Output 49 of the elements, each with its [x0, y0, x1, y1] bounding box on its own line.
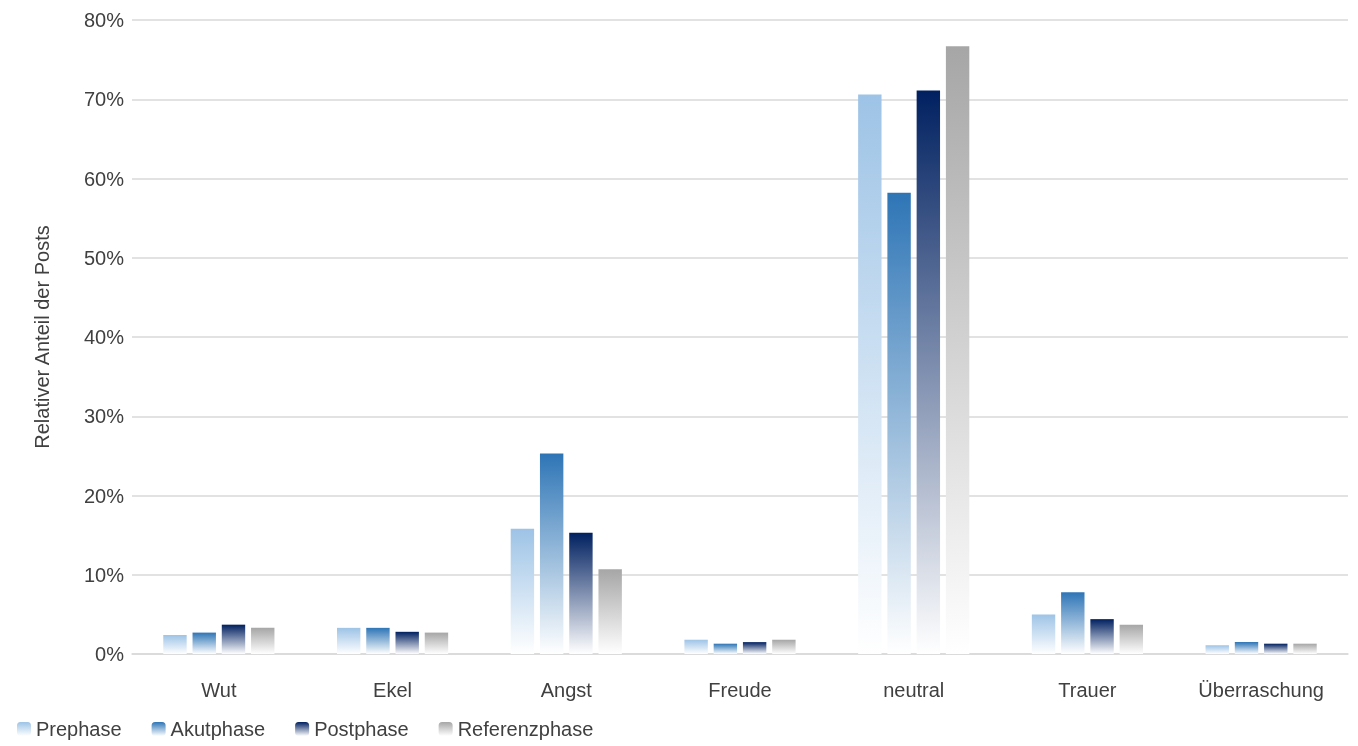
bar — [1205, 645, 1229, 654]
bar — [510, 528, 535, 654]
bar — [192, 632, 216, 654]
legend-label: Postphase — [314, 718, 409, 740]
bar — [887, 192, 911, 654]
legend-label: Referenzphase — [457, 718, 594, 740]
y-axis-title: Relativer Anteil der Posts — [31, 225, 53, 449]
bar — [366, 627, 390, 654]
bar — [163, 634, 187, 654]
y-tick-label: 50% — [83, 246, 125, 269]
y-tick-label: 80% — [83, 9, 125, 31]
y-tick-label: 0% — [95, 643, 125, 665]
x-tick-label: Ekel — [373, 679, 413, 701]
x-tick-label: Freude — [708, 679, 772, 701]
bar — [1090, 619, 1114, 654]
bar — [742, 642, 767, 654]
y-tick-label: 60% — [83, 167, 125, 190]
bar — [1264, 643, 1288, 654]
bar — [424, 632, 449, 654]
bar — [1119, 624, 1144, 654]
y-tick-label: 40% — [83, 326, 125, 348]
x-tick-label: Wut — [201, 679, 237, 701]
bar — [1031, 614, 1056, 654]
bar — [916, 90, 941, 654]
bar — [1293, 643, 1317, 654]
bar — [251, 627, 275, 654]
bar — [336, 627, 361, 654]
bar — [684, 639, 708, 654]
legend-label: Akutphase — [170, 718, 266, 740]
bar — [221, 624, 246, 654]
bar — [858, 94, 882, 654]
y-tick-label: 70% — [83, 88, 125, 111]
y-tick-label: 10% — [83, 563, 125, 586]
bar — [569, 532, 593, 654]
legend-label: Prephase — [36, 718, 122, 740]
x-tick-label: Angst — [540, 679, 593, 701]
bar — [1061, 592, 1085, 654]
bar — [539, 453, 564, 654]
bar — [713, 643, 738, 654]
y-tick-label: 30% — [83, 405, 125, 428]
bar — [945, 46, 970, 654]
bar — [598, 569, 622, 654]
x-tick-label: Überraschung — [1198, 679, 1324, 701]
bar — [395, 631, 419, 654]
bar — [772, 639, 796, 654]
x-tick-label: neutral — [883, 679, 945, 701]
bar — [1234, 642, 1259, 654]
x-tick-label: Trauer — [1058, 679, 1117, 701]
y-tick-label: 20% — [83, 484, 125, 507]
